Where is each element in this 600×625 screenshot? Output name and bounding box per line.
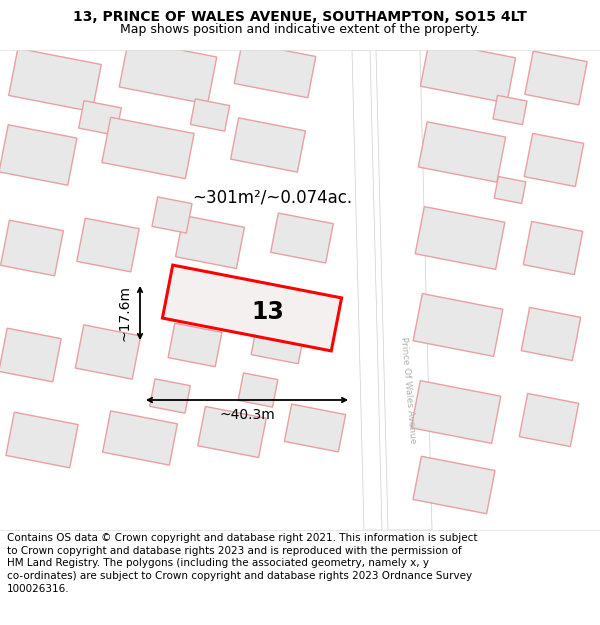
- Polygon shape: [190, 99, 230, 131]
- Polygon shape: [284, 404, 346, 452]
- Polygon shape: [234, 42, 316, 98]
- Polygon shape: [0, 328, 61, 382]
- Polygon shape: [230, 118, 305, 172]
- Polygon shape: [411, 381, 501, 443]
- Polygon shape: [376, 50, 432, 530]
- Polygon shape: [525, 51, 587, 105]
- Polygon shape: [418, 122, 506, 182]
- Polygon shape: [413, 456, 495, 514]
- Text: ~301m²/~0.074ac.: ~301m²/~0.074ac.: [192, 188, 352, 206]
- Text: Prince Of Wales Avenue: Prince Of Wales Avenue: [399, 336, 417, 444]
- Polygon shape: [119, 40, 217, 104]
- Polygon shape: [76, 325, 140, 379]
- Polygon shape: [421, 41, 515, 103]
- Polygon shape: [238, 373, 278, 407]
- Polygon shape: [0, 125, 77, 185]
- Polygon shape: [152, 197, 192, 233]
- Polygon shape: [493, 96, 527, 124]
- Text: 13: 13: [251, 300, 284, 324]
- Polygon shape: [523, 221, 583, 274]
- Text: ~17.6m: ~17.6m: [118, 285, 132, 341]
- Polygon shape: [6, 412, 78, 468]
- Polygon shape: [415, 207, 505, 269]
- Text: Map shows position and indicative extent of the property.: Map shows position and indicative extent…: [120, 23, 480, 36]
- Polygon shape: [77, 218, 139, 272]
- Polygon shape: [251, 320, 305, 364]
- Text: ~40.3m: ~40.3m: [219, 408, 275, 422]
- Polygon shape: [352, 50, 382, 530]
- Polygon shape: [494, 176, 526, 204]
- Polygon shape: [1, 220, 64, 276]
- Polygon shape: [103, 411, 178, 465]
- Polygon shape: [271, 213, 334, 263]
- Text: 13, PRINCE OF WALES AVENUE, SOUTHAMPTON, SO15 4LT: 13, PRINCE OF WALES AVENUE, SOUTHAMPTON,…: [73, 10, 527, 24]
- Text: Contains OS data © Crown copyright and database right 2021. This information is : Contains OS data © Crown copyright and d…: [7, 533, 478, 594]
- Polygon shape: [102, 118, 194, 179]
- Polygon shape: [163, 265, 341, 351]
- Polygon shape: [176, 216, 244, 269]
- Polygon shape: [413, 294, 503, 356]
- Polygon shape: [524, 134, 584, 186]
- Polygon shape: [198, 406, 266, 458]
- Polygon shape: [79, 101, 121, 136]
- Polygon shape: [519, 394, 579, 446]
- Polygon shape: [149, 379, 190, 413]
- Polygon shape: [9, 48, 101, 112]
- Polygon shape: [521, 308, 581, 361]
- Polygon shape: [168, 323, 222, 367]
